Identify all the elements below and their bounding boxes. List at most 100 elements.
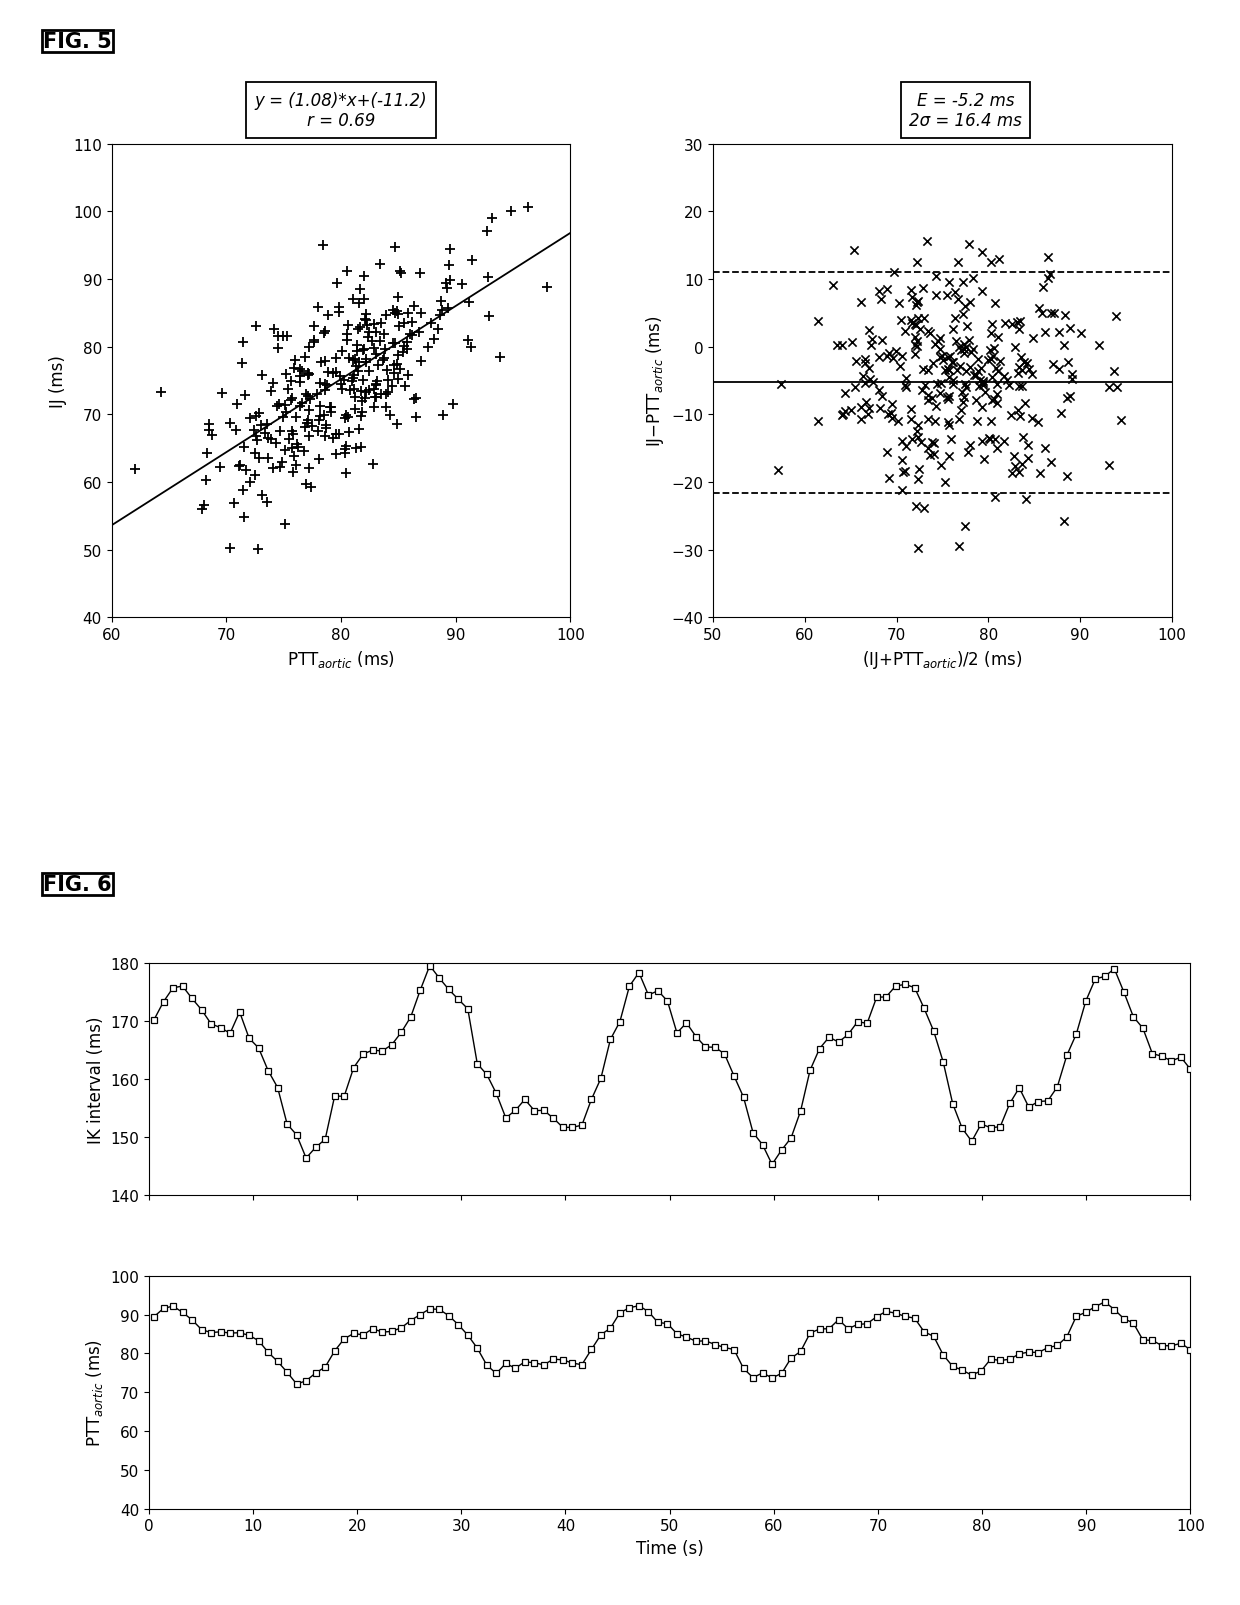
Point — [986, 485, 1006, 510]
Point — [888, 409, 908, 435]
Point — [1008, 398, 1028, 424]
Point — [893, 461, 913, 486]
Point — [945, 279, 965, 305]
Point — [1033, 276, 1053, 302]
Point — [386, 331, 405, 356]
Point — [771, 372, 791, 398]
Point — [241, 469, 260, 494]
Point — [994, 364, 1014, 390]
Point — [284, 422, 304, 448]
Point — [931, 371, 951, 396]
Point — [330, 422, 350, 448]
Point — [343, 287, 363, 313]
Point — [309, 295, 329, 321]
Point — [914, 358, 934, 384]
Point — [326, 360, 346, 385]
Point — [351, 404, 371, 430]
Point — [1049, 319, 1069, 345]
Point — [329, 295, 348, 321]
Point — [1050, 401, 1070, 427]
Point — [1018, 446, 1038, 472]
Point — [299, 335, 319, 361]
Point — [312, 233, 332, 258]
Point — [356, 347, 376, 372]
Point — [926, 395, 946, 421]
Point — [418, 334, 438, 360]
Point — [769, 457, 789, 483]
Point — [381, 403, 401, 429]
Point — [343, 377, 363, 403]
Point — [846, 376, 866, 401]
Point — [351, 435, 371, 461]
Point — [957, 315, 977, 340]
Point — [299, 361, 319, 387]
Point — [919, 435, 939, 461]
Point — [329, 300, 348, 326]
Point — [986, 356, 1006, 382]
Point — [363, 313, 383, 339]
Point — [285, 348, 305, 374]
Y-axis label: PTT$_{aortic}$ (ms): PTT$_{aortic}$ (ms) — [83, 1339, 104, 1446]
Point — [908, 289, 928, 315]
Point — [955, 385, 975, 411]
Point — [926, 282, 946, 308]
Point — [310, 404, 330, 430]
Point — [835, 380, 854, 406]
Point — [963, 363, 983, 388]
Point — [939, 366, 959, 392]
Point — [316, 372, 336, 398]
Point — [945, 305, 965, 331]
Point — [851, 408, 870, 433]
Point — [940, 445, 960, 470]
Point — [1022, 406, 1042, 432]
Point — [884, 260, 904, 286]
Point — [340, 377, 360, 403]
Point — [257, 412, 277, 438]
Point — [1107, 374, 1127, 400]
Point — [972, 279, 992, 305]
Point — [972, 241, 992, 266]
Point — [262, 379, 281, 404]
Point — [331, 372, 351, 398]
Point — [880, 401, 900, 427]
Point — [906, 250, 926, 276]
Point — [1011, 345, 1030, 371]
Point — [918, 319, 937, 345]
Point — [339, 313, 358, 339]
Point — [895, 376, 915, 401]
Point — [363, 451, 383, 477]
Point — [389, 315, 409, 340]
Point — [956, 334, 976, 360]
Point — [351, 379, 371, 404]
Point — [869, 345, 889, 371]
Point — [346, 396, 366, 422]
Point — [883, 392, 903, 417]
Point — [1049, 356, 1069, 382]
Point — [377, 358, 397, 384]
Point — [401, 323, 420, 348]
Point — [267, 432, 286, 457]
Point — [477, 265, 497, 291]
Point — [937, 284, 957, 310]
Point — [988, 360, 1008, 385]
Point — [246, 404, 265, 430]
Point — [982, 366, 1002, 392]
Point — [384, 353, 404, 379]
Point — [424, 326, 444, 351]
Point — [844, 238, 864, 263]
Point — [518, 194, 538, 220]
Point — [298, 408, 317, 433]
Point — [195, 493, 215, 518]
Point — [1002, 313, 1022, 339]
Point — [1007, 310, 1027, 335]
Point — [895, 459, 915, 485]
Point — [959, 440, 978, 465]
Point — [959, 327, 978, 353]
Point — [808, 310, 828, 335]
Point — [280, 369, 300, 395]
Point — [972, 429, 992, 454]
Point — [1002, 461, 1022, 486]
Point — [343, 363, 363, 388]
Point — [293, 360, 312, 385]
Point — [284, 356, 304, 382]
